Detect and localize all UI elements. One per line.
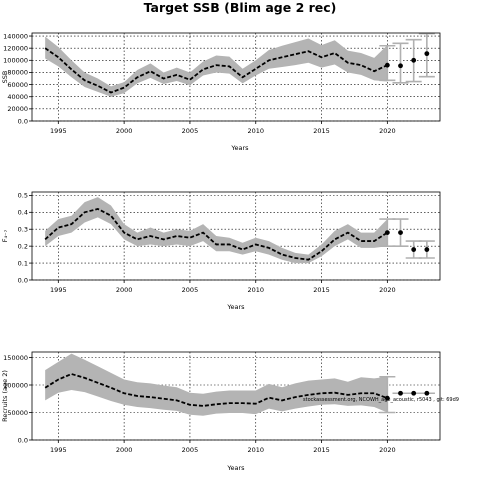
estimate-line xyxy=(44,47,388,94)
y-tick-label: 120000 xyxy=(3,44,28,52)
figure-title: Target SSB (Blim age 2 rec) xyxy=(143,0,337,15)
plot-frame xyxy=(31,32,441,122)
y-tick-label: 0.0 xyxy=(18,436,28,444)
forecast-point xyxy=(411,247,417,252)
x-axis-label: Years xyxy=(226,303,245,311)
x-axis-label: Years xyxy=(226,464,245,472)
forecast-point xyxy=(384,395,390,401)
x-tick-label: 2000 xyxy=(116,286,133,294)
y-tick-label: 0.3 xyxy=(18,226,28,234)
x-tick-label: 2005 xyxy=(182,286,199,294)
y-tick-label: 50000 xyxy=(7,409,28,417)
forecast-point xyxy=(424,390,430,396)
plot-frame xyxy=(31,191,441,281)
y-tick-label: 40000 xyxy=(7,93,28,101)
y-tick-label: 0.0 xyxy=(18,276,28,284)
panel-1: 1995 2000 2005 2010 2015 2020 0.0 20000 40000 600… xyxy=(1,32,441,152)
y-tick-label: 100000 xyxy=(3,57,28,65)
estimate-line xyxy=(44,373,388,407)
y-tick-label: 0.5 xyxy=(18,192,28,200)
x-tick-label: 2010 xyxy=(247,446,264,454)
plot-frame xyxy=(31,351,441,441)
forecast-point xyxy=(411,57,417,63)
y-tick-label: 80000 xyxy=(7,69,28,77)
forecast-point xyxy=(384,230,390,236)
forecast-point xyxy=(398,63,403,69)
forecast-point xyxy=(384,62,390,68)
x-tick-label: 2000 xyxy=(116,446,133,454)
y-tick-label: 0.2 xyxy=(18,242,28,250)
x-tick-label: 1995 xyxy=(50,286,67,294)
x-tick-label: 2010 xyxy=(247,127,264,135)
y-tick-label: 140000 xyxy=(3,32,28,40)
x-tick-label: 2020 xyxy=(379,286,396,294)
y-axis-label: Recruits (age 2) xyxy=(1,370,9,422)
estimate-line xyxy=(44,207,388,261)
confidence-band xyxy=(45,197,388,264)
x-tick-label: 2015 xyxy=(313,286,330,294)
forecast-point xyxy=(398,390,403,396)
confidence-band xyxy=(45,353,388,416)
y-tick-label: 0.4 xyxy=(18,209,28,217)
y-tick-label: 60000 xyxy=(7,81,28,89)
x-tick-label: 1995 xyxy=(50,446,67,454)
forecast-point xyxy=(424,247,430,252)
y-axis-label: SSB xyxy=(1,71,9,84)
y-tick-label: 20000 xyxy=(7,105,28,113)
x-axis-label: Years xyxy=(230,144,249,152)
panel-2: 1995 2000 2005 2010 2015 2020 0.0 0.1 0.2 0.3 0.4 0… xyxy=(1,191,441,311)
x-tick-label: 2020 xyxy=(379,446,396,454)
watermark-text: stockassessment.org, NCOWH_age_acoustic,… xyxy=(303,397,459,403)
y-tick-label: 0.1 xyxy=(18,259,28,267)
x-tick-label: 2015 xyxy=(313,446,330,454)
confidence-band xyxy=(45,36,388,97)
forecast-point xyxy=(424,51,430,57)
y-tick-label: 100000 xyxy=(3,381,28,389)
x-tick-label: 2020 xyxy=(379,127,396,135)
y-tick-label: 150000 xyxy=(3,354,28,362)
forecast-point xyxy=(398,230,403,236)
y-tick-label: 0.0 xyxy=(18,117,28,125)
panel-3: 1995 2000 2005 2010 2015 2020 0.0 50000 100000 15… xyxy=(1,351,441,472)
x-tick-label: 2005 xyxy=(182,127,199,135)
x-tick-label: 2005 xyxy=(182,446,199,454)
x-tick-label: 2000 xyxy=(116,127,133,135)
x-tick-label: 2010 xyxy=(247,286,264,294)
forecast-point xyxy=(411,390,417,396)
y-axis-label: F₄₋₇ xyxy=(1,229,9,242)
x-tick-label: 1995 xyxy=(50,127,67,135)
x-tick-label: 2015 xyxy=(313,127,330,135)
